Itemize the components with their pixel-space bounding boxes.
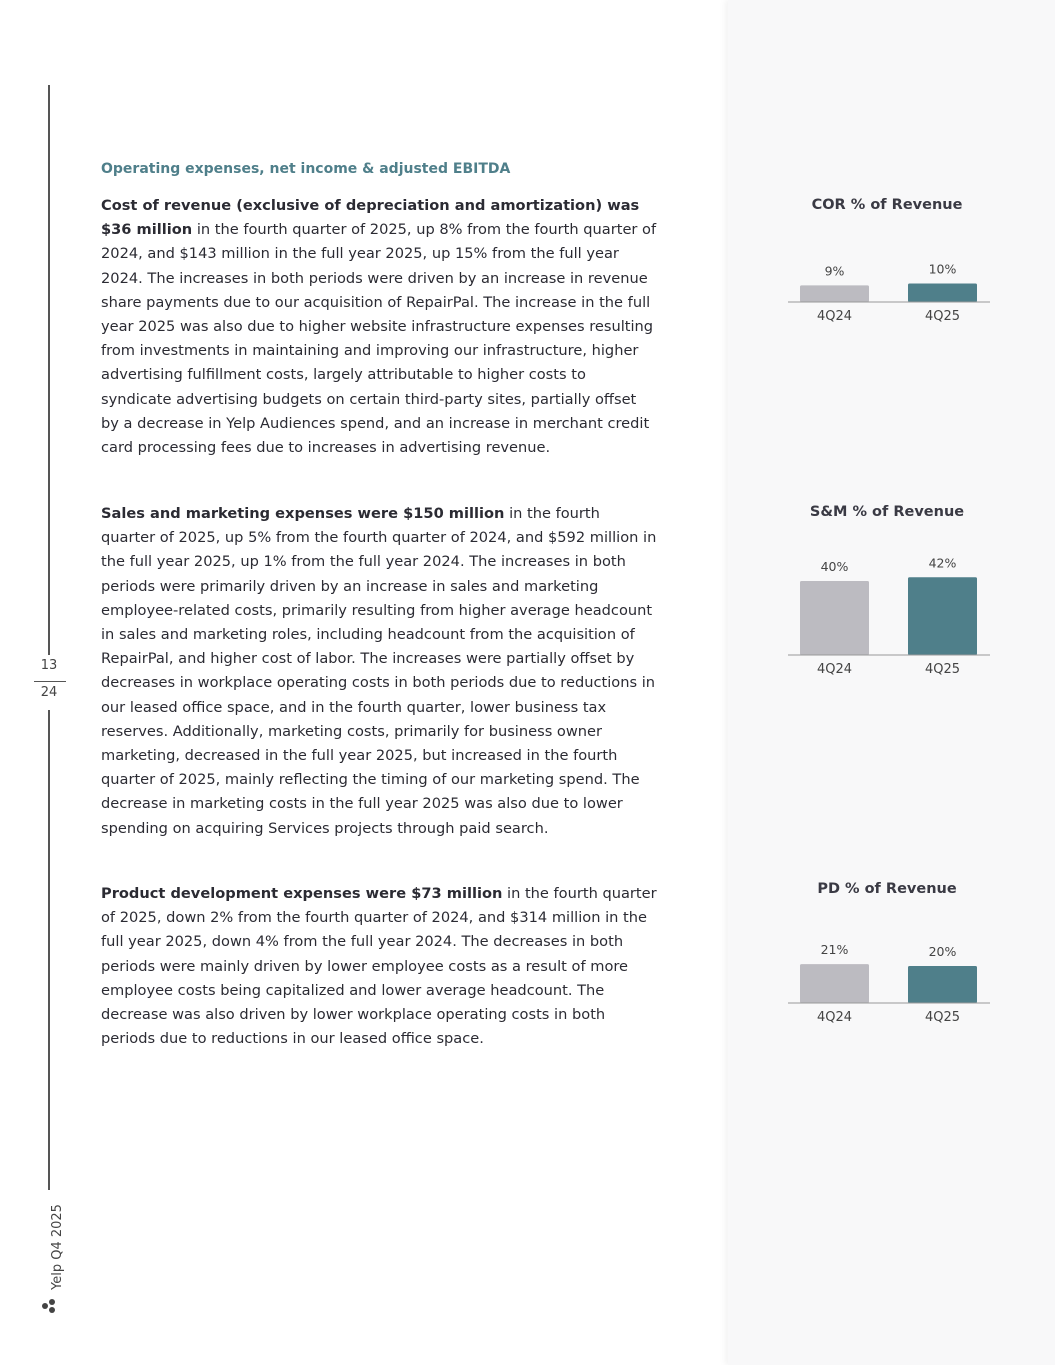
- rule: [48, 85, 50, 655]
- bar: [800, 285, 869, 302]
- rule: [48, 710, 50, 1190]
- bar: [908, 577, 977, 655]
- chart: COR % of Revenue 9% 4Q24 10% 4Q25: [788, 197, 990, 324]
- category-label: 4Q24: [817, 662, 852, 677]
- category-label: 4Q25: [925, 309, 960, 324]
- paragraph: Sales and marketing expenses were $150 m…: [101, 502, 657, 841]
- body: in the fourth quarter of 2025, up 5% fro…: [101, 505, 657, 837]
- value-label: 40%: [821, 559, 849, 574]
- chart-title: PD % of Revenue: [817, 881, 957, 897]
- lead: Sales and marketing expenses were $150 m…: [101, 505, 505, 522]
- value-label: 21%: [821, 942, 849, 957]
- logo: [42, 1299, 55, 1313]
- page-number: 13: [40, 658, 58, 673]
- paragraph: Product development expenses were $73 mi…: [101, 882, 657, 1051]
- chart: PD % of Revenue 21% 4Q24 20% 4Q25: [788, 881, 990, 1025]
- lead: Cost of revenue (exclusive of depreciati…: [101, 197, 640, 239]
- value-label: 10%: [929, 262, 957, 277]
- body: in the fourth quarter of 2025, down 2% f…: [101, 885, 657, 1048]
- category-label: 4Q24: [817, 309, 852, 324]
- category-label: 4Q25: [925, 1010, 960, 1025]
- bar: [908, 966, 977, 1003]
- side-panel: [728, 0, 1055, 1365]
- bar: [800, 581, 869, 655]
- paragraph: Cost of revenue (exclusive of depreciati…: [101, 194, 657, 460]
- category-label: 4Q25: [925, 662, 960, 677]
- chart-title: S&M % of Revenue: [810, 504, 964, 520]
- lead: Product development expenses were $73 mi…: [101, 885, 503, 902]
- chart-title: COR % of Revenue: [812, 197, 963, 213]
- body: in the fourth quarter of 2025, up 8% fro…: [101, 221, 657, 457]
- page-total: 24: [40, 685, 58, 700]
- chart: S&M % of Revenue 40% 4Q24 42% 4Q25: [788, 504, 990, 677]
- section-heading: Operating expenses, net income & adjuste…: [101, 161, 511, 177]
- divider: [34, 681, 66, 682]
- value-label: 42%: [929, 555, 957, 570]
- value-label: 20%: [929, 944, 957, 959]
- bar: [908, 283, 977, 302]
- value-label: 9%: [825, 263, 845, 278]
- footer: Yelp Q4 2025: [50, 1204, 65, 1290]
- category-label: 4Q24: [817, 1010, 852, 1025]
- bar: [800, 964, 869, 1003]
